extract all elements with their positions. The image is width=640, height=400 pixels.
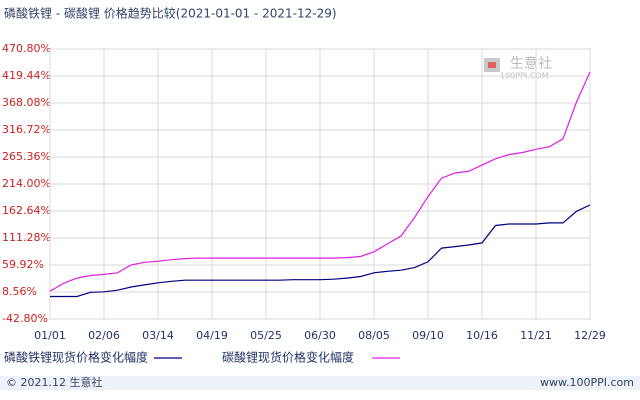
x-tick-label: 04/19 — [196, 329, 228, 342]
y-tick-label: 316.72% — [2, 123, 51, 136]
y-tick-label: -42.80% — [2, 312, 48, 325]
x-tick-label: 12/29 — [574, 329, 606, 342]
y-tick-label: 368.08% — [2, 96, 51, 109]
legend-label: 磷酸铁锂现货价格变化幅度 — [4, 350, 148, 365]
y-tick-label: 470.80% — [2, 42, 51, 55]
footer-band — [0, 376, 640, 390]
footer-right: www.100PPI.com — [540, 376, 634, 389]
x-tick-label: 01/01 — [34, 329, 66, 342]
y-tick-label: 162.64% — [2, 204, 51, 217]
x-tick-label: 08/05 — [358, 329, 390, 342]
x-tick-label: 02/06 — [88, 329, 120, 342]
x-tick-label: 10/16 — [466, 329, 498, 342]
y-tick-label: 111.28% — [2, 231, 51, 244]
watermark: 生意社 — [510, 55, 552, 72]
x-tick-label: 05/25 — [250, 329, 282, 342]
y-tick-label: 419.44% — [2, 69, 51, 82]
watermark-logo — [484, 58, 500, 72]
series-line — [49, 71, 591, 292]
legend-label: 碳酸锂现货价格变化幅度 — [222, 350, 354, 365]
x-tick-label: 09/10 — [412, 329, 444, 342]
y-tick-label: 8.56% — [2, 285, 37, 298]
chart-title: 磷酸铁锂 - 碳酸锂 价格趋势比较(2021-01-01 - 2021-12-2… — [4, 6, 337, 21]
footer-left: © 2021.12 生意社 — [6, 375, 102, 389]
y-tick-label: 265.36% — [2, 150, 51, 163]
x-tick-label: 06/30 — [304, 329, 336, 342]
y-tick-label: 59.92% — [2, 258, 44, 271]
x-tick-label: 11/21 — [520, 329, 552, 342]
x-tick-label: 03/14 — [142, 329, 174, 342]
y-tick-label: 214.00% — [2, 177, 51, 190]
series-line — [50, 204, 591, 298]
